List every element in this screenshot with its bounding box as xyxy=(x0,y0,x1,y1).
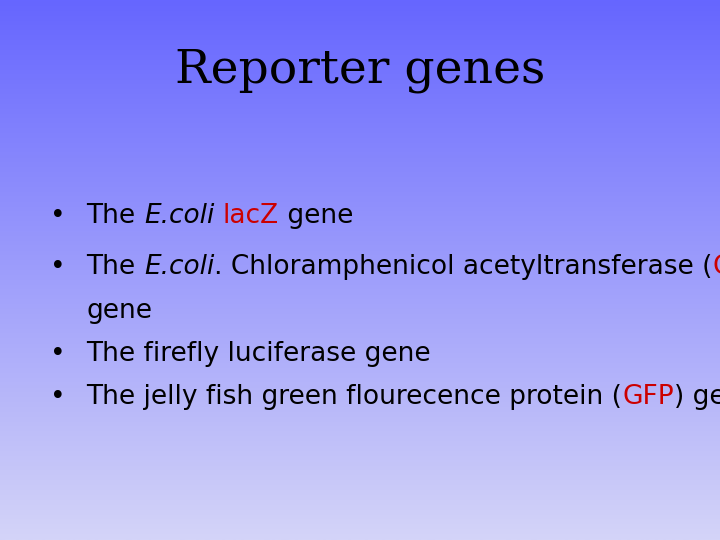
Text: The: The xyxy=(86,203,144,229)
Text: •: • xyxy=(50,254,66,280)
Text: •: • xyxy=(50,341,66,367)
Text: •: • xyxy=(50,203,66,229)
Text: CAT: CAT xyxy=(713,254,720,280)
Text: lacZ: lacZ xyxy=(222,203,279,229)
Text: The: The xyxy=(86,254,144,280)
Text: . Chloramphenicol acetyltransferase (: . Chloramphenicol acetyltransferase ( xyxy=(215,254,713,280)
Text: The firefly luciferase gene: The firefly luciferase gene xyxy=(86,341,431,367)
Text: E.coli: E.coli xyxy=(144,203,215,229)
Text: gene: gene xyxy=(279,203,353,229)
Text: gene: gene xyxy=(86,298,153,323)
Text: The jelly fish green flourecence protein (: The jelly fish green flourecence protein… xyxy=(86,384,622,410)
Text: E.coli: E.coli xyxy=(144,254,215,280)
Text: Reporter genes: Reporter genes xyxy=(175,48,545,93)
Text: ) gene: ) gene xyxy=(674,384,720,410)
Text: •: • xyxy=(50,384,66,410)
Text: GFP: GFP xyxy=(622,384,674,410)
